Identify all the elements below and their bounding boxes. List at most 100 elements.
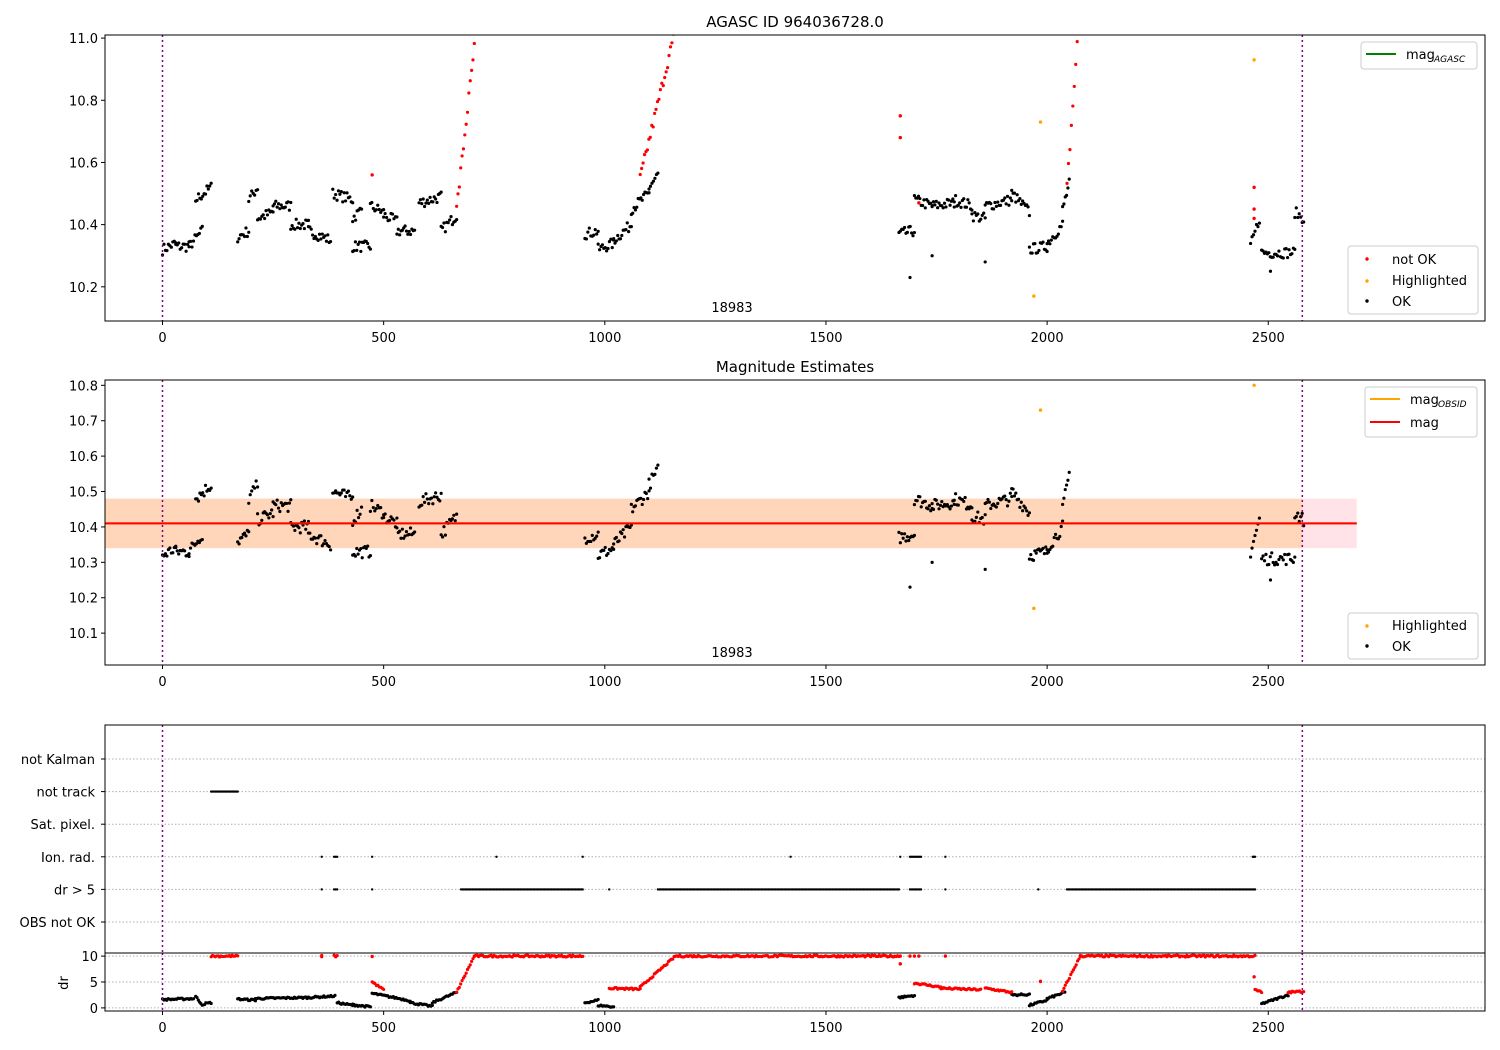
ok-point — [206, 187, 210, 191]
ok-point — [1056, 232, 1060, 236]
ok-point — [948, 203, 952, 207]
ok-point — [187, 554, 191, 559]
not-ok-point — [898, 962, 902, 966]
ok-point — [1268, 555, 1272, 559]
ok-point — [383, 512, 387, 516]
ok-point — [632, 206, 636, 210]
flag-point — [1253, 888, 1257, 891]
ok-point — [586, 230, 590, 234]
x-tick-label: 500 — [371, 1021, 396, 1036]
flag-category-label: Sat. pixel. — [31, 818, 95, 833]
ok-point — [612, 542, 616, 546]
ok-point — [639, 496, 643, 500]
ok-point — [356, 515, 361, 520]
ok-point — [1062, 496, 1066, 500]
ok-point — [295, 226, 300, 230]
ok-point — [647, 191, 651, 195]
ok-point — [956, 203, 960, 207]
ok-point — [183, 242, 187, 246]
not-ok-point — [648, 135, 652, 139]
ok-point — [443, 533, 447, 537]
ok-point — [274, 503, 278, 507]
highlighted-point — [1032, 294, 1036, 298]
ok-point — [417, 201, 421, 205]
flag-point — [581, 855, 584, 858]
not-ok-point — [663, 75, 667, 80]
ok-point — [656, 171, 660, 175]
ok-point — [390, 212, 395, 216]
not-ok-point — [667, 53, 671, 58]
ok-point — [930, 204, 934, 209]
ok-point — [343, 494, 348, 499]
flag-point — [944, 855, 947, 858]
ok-point — [1059, 524, 1063, 529]
ok-point — [255, 485, 260, 489]
ok-point — [595, 534, 599, 538]
ok-point — [200, 224, 204, 229]
ok-point — [342, 488, 346, 492]
ok-point — [298, 531, 302, 535]
ok-point — [351, 219, 355, 224]
ok-point — [1248, 241, 1253, 246]
not-ok-point — [1252, 185, 1256, 190]
ok-point — [301, 222, 305, 226]
ok-point — [396, 227, 400, 231]
x-tick-label: 1500 — [809, 1021, 842, 1036]
ok-point — [1008, 196, 1012, 200]
not-ok-point — [645, 148, 650, 152]
ok-point — [956, 503, 960, 507]
y-tick-label: 10.2 — [69, 281, 98, 296]
not-ok-point — [1060, 989, 1065, 993]
not-ok-point — [908, 954, 912, 958]
ok-point — [651, 179, 656, 183]
ok-point — [387, 218, 392, 222]
ok-point — [949, 199, 954, 203]
ok-point — [270, 508, 274, 512]
ok-point — [443, 230, 447, 234]
panel-agasc-obsid-label: 18983 — [711, 301, 752, 316]
ok-point — [407, 532, 411, 537]
ok-point — [356, 552, 360, 556]
y-tick-label: 10.2 — [69, 592, 98, 607]
ok-point — [209, 486, 213, 490]
ok-point — [1261, 249, 1265, 253]
ok-point — [910, 231, 914, 235]
ok-point — [984, 500, 989, 505]
ok-point — [1003, 196, 1007, 200]
ok-point — [963, 495, 967, 500]
ok-point — [208, 488, 212, 493]
panel-flags-plot-area — [105, 725, 1485, 953]
ok-point — [244, 226, 248, 230]
flag-point — [944, 888, 947, 891]
ok-point — [265, 513, 270, 517]
ok-point — [589, 539, 593, 544]
ok-point — [1287, 248, 1291, 252]
ok-point — [603, 245, 607, 250]
not-ok-point — [1072, 84, 1076, 89]
ok-point — [609, 237, 613, 241]
flag-category-label: OBS not OK — [20, 916, 96, 931]
not-ok-point — [468, 79, 472, 83]
ok-point — [368, 247, 372, 251]
not-ok-point — [1252, 207, 1256, 211]
not-ok-point — [457, 185, 461, 189]
ok-point — [1063, 487, 1067, 492]
ok-point — [245, 234, 249, 239]
ok-point — [979, 217, 983, 221]
ok-point — [942, 201, 947, 205]
not-ok-point — [1074, 963, 1078, 967]
ok-point — [331, 187, 335, 191]
ok-point — [276, 202, 281, 206]
ok-point — [640, 502, 644, 507]
ok-point — [1059, 225, 1063, 229]
flag-point — [370, 888, 374, 891]
ok-point — [1264, 552, 1268, 556]
ok-point — [247, 230, 251, 234]
ok-point — [348, 494, 352, 498]
legend-agasc-ok: OK — [1392, 295, 1411, 310]
x-tick-label: 500 — [371, 331, 396, 346]
ok-point — [1286, 994, 1290, 998]
ok-point — [353, 240, 358, 244]
ok-point — [1015, 193, 1019, 197]
ok-point — [1273, 563, 1277, 567]
